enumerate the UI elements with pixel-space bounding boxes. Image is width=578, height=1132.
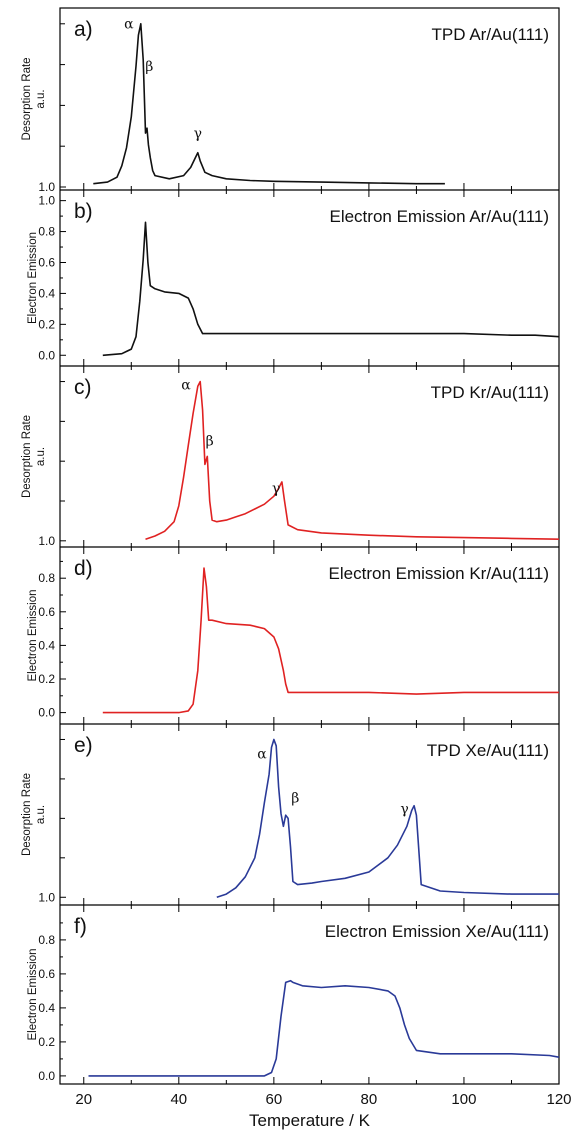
panel-letter: f)	[74, 915, 87, 938]
x-tick-label: 20	[75, 1091, 92, 1108]
panel-letter: b)	[74, 200, 93, 223]
x-axis-label: Temperature / K	[249, 1111, 371, 1130]
peak-label: α	[124, 17, 134, 33]
y-tick-label: 0.4	[38, 1001, 55, 1015]
y-tick-label: 0.6	[38, 967, 55, 981]
x-tick-label: 120	[546, 1091, 571, 1108]
y-tick-label: 0.0	[38, 348, 55, 362]
series-line	[102, 567, 559, 714]
y-axis-label: Electron Emission	[27, 232, 39, 324]
y-axis-label: Desorption Rate	[21, 415, 33, 498]
y-axis-label: a.u.	[35, 89, 47, 108]
panel-f: 0.0 0.2 0.4 0.6 0.8 f) Electron Emission Xe/Au…	[27, 904, 560, 1084]
peak-label: γ	[194, 126, 202, 142]
y-tick-label: 0.2	[38, 1035, 55, 1049]
y-tick-label: 1.0	[38, 890, 55, 904]
y-tick-label: 0.8	[38, 225, 55, 239]
panel-e: 1.0 e) TPD Xe/Au(111) Desorption Rate a.u. α β…	[21, 723, 560, 905]
peak-label: γ	[272, 481, 280, 497]
y-axis-label: Electron Emission	[27, 589, 39, 681]
series-line	[216, 738, 559, 899]
y-tick-label: 1.0	[38, 534, 55, 548]
panel-letter: a)	[74, 18, 93, 41]
y-axis-label: Electron Emission	[27, 948, 39, 1040]
x-tick-label: 40	[170, 1091, 187, 1108]
y-axis-label: Desorption Rate	[21, 773, 33, 856]
panel-b: 0.0 0.2 0.4 0.6 0.8 1.0 b) Electron Emission Ar…	[27, 189, 560, 366]
panel-c: 1.0 c) TPD Kr/Au(111) Desorption Rate a.u. α β…	[21, 365, 560, 548]
y-tick-label: 0.2	[38, 317, 55, 331]
panel-letter: d)	[74, 557, 93, 580]
y-tick-label: 0.8	[38, 933, 55, 947]
panel-letter: e)	[74, 734, 93, 757]
panel-title: TPD Ar/Au(111)	[432, 25, 549, 44]
peak-label: β	[206, 433, 214, 449]
y-tick-label: 0.6	[38, 605, 55, 619]
y-axis-label: Desorption Rate	[21, 57, 33, 140]
peak-label: α	[257, 746, 267, 762]
y-tick-label: 0.0	[38, 1069, 55, 1083]
y-tick-label: 0.4	[38, 638, 55, 652]
y-axis-label: a.u.	[35, 805, 47, 824]
peak-label: β	[145, 59, 153, 75]
series-line	[88, 979, 560, 1077]
x-tick-label: 80	[361, 1091, 378, 1108]
panel-a: 1.0 a) TPD Ar/Au(111) Desorption Rate a.u. α β…	[21, 17, 560, 194]
y-tick-label: 1.0	[38, 194, 55, 208]
peak-label: γ	[400, 802, 408, 818]
panel-letter: c)	[74, 376, 92, 399]
series-line	[93, 22, 445, 185]
y-tick-label: 0.8	[38, 571, 55, 585]
y-tick-label: 0.2	[38, 672, 55, 686]
y-axis-label: a.u.	[35, 447, 47, 466]
y-tick-label: 0.4	[38, 286, 55, 300]
panel-title: Electron Emission Kr/Au(111)	[329, 564, 549, 583]
y-tick-label: 0.6	[38, 255, 55, 269]
panel-title: TPD Xe/Au(111)	[427, 741, 549, 760]
series-line	[102, 221, 560, 357]
panel-title: Electron Emission Xe/Au(111)	[325, 922, 549, 941]
series-line	[145, 380, 560, 540]
panel-d: 0.0 0.2 0.4 0.6 0.8 d) Electron Emission Kr/Au…	[27, 546, 560, 724]
panel-title: TPD Kr/Au(111)	[431, 383, 549, 402]
panel-title: Electron Emission Ar/Au(111)	[329, 207, 549, 226]
x-tick-label: 100	[451, 1091, 476, 1108]
x-tick-label: 60	[266, 1091, 283, 1108]
y-tick-label: 0.0	[38, 706, 55, 720]
peak-label: β	[291, 791, 299, 807]
peak-label: α	[181, 378, 191, 394]
y-tick-label: 1.0	[38, 180, 55, 194]
